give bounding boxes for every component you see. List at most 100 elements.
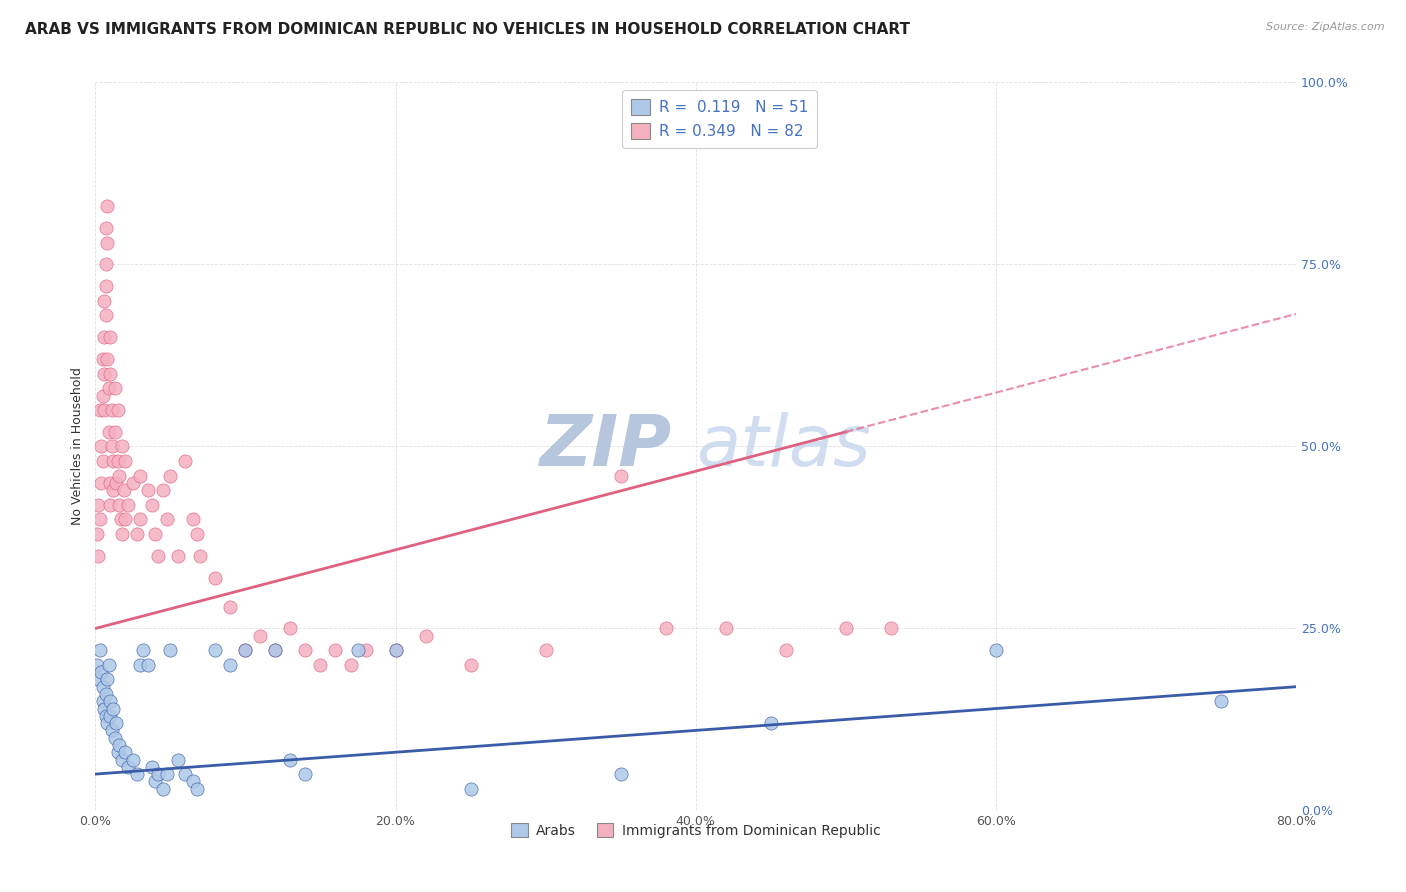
Point [90,665,112,680]
Point [111,440,134,454]
Point [122,752,145,766]
Point [152,483,174,497]
Point [148,767,170,781]
Point [129,468,152,483]
Point [145,774,167,789]
Point [101,723,124,738]
Point [101,403,124,417]
Point [90,440,112,454]
Point [86,657,108,672]
Point [89,512,111,526]
Point [87,498,110,512]
Point [93,403,115,417]
Point [104,731,127,745]
Point [132,643,155,657]
Point [110,512,132,526]
Point [98,498,121,512]
Point [107,454,129,468]
Point [107,745,129,759]
Point [280,752,302,766]
Point [122,475,145,490]
Point [759,716,782,731]
Point [174,767,197,781]
Point [104,425,127,439]
Point [96,716,118,731]
Point [181,774,204,789]
Point [86,526,108,541]
Point [94,221,117,235]
Point [96,352,118,367]
Point [97,657,120,672]
Point [174,454,197,468]
Point [880,622,903,636]
Point [127,526,149,541]
Point [108,468,131,483]
Point [91,454,114,468]
Point [264,643,287,657]
Point [354,643,377,657]
Point [90,475,112,490]
Point [91,694,114,708]
Point [249,629,271,643]
Point [98,709,121,723]
Point [714,622,737,636]
Point [204,570,226,584]
Point [347,643,370,657]
Point [105,475,128,490]
Point [136,483,159,497]
Point [93,701,115,715]
Point [294,643,316,657]
Point [91,352,114,367]
Point [89,403,111,417]
Point [91,388,114,402]
Point [111,752,134,766]
Point [96,199,118,213]
Point [186,526,208,541]
Point [141,498,163,512]
Point [96,673,118,687]
Point [534,643,557,657]
Point [112,483,135,497]
Point [129,512,152,526]
Point [94,257,117,271]
Point [145,526,167,541]
Point [103,454,125,468]
Text: ARAB VS IMMIGRANTS FROM DOMINICAN REPUBLIC NO VEHICLES IN HOUSEHOLD CORRELATION : ARAB VS IMMIGRANTS FROM DOMINICAN REPUBL… [25,22,910,37]
Point [114,745,136,759]
Point [117,760,139,774]
Point [264,643,287,657]
Point [460,657,482,672]
Point [96,235,118,250]
Point [835,622,858,636]
Point [129,657,152,672]
Point [235,643,257,657]
Point [89,643,111,657]
Point [384,643,406,657]
Point [148,549,170,563]
Point [280,622,302,636]
Point [190,549,212,563]
Point [309,657,332,672]
Point [94,309,117,323]
Point [654,622,676,636]
Point [141,760,163,774]
Point [103,483,125,497]
Text: atlas: atlas [696,412,870,481]
Text: Source: ZipAtlas.com: Source: ZipAtlas.com [1267,22,1385,32]
Point [98,694,121,708]
Point [107,403,129,417]
Point [460,781,482,796]
Point [415,629,437,643]
Point [117,498,139,512]
Point [98,367,121,381]
Point [384,643,406,657]
Y-axis label: No Vehicles in Household: No Vehicles in Household [72,368,84,525]
Point [97,381,120,395]
Point [609,767,631,781]
Point [94,279,117,293]
Point [97,425,120,439]
Point [94,687,117,701]
Point [87,549,110,563]
Point [167,549,190,563]
Point [108,738,131,752]
